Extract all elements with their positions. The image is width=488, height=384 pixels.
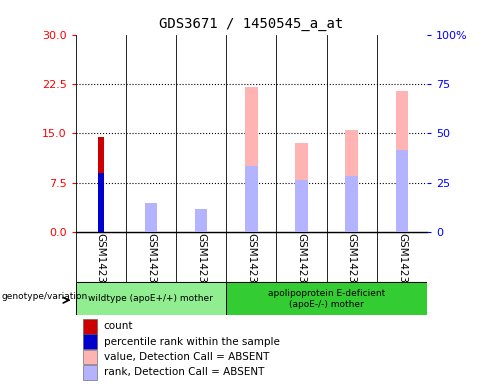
Bar — [82, 319, 97, 334]
Bar — [82, 350, 97, 364]
Text: count: count — [104, 321, 133, 331]
Text: GSM142374: GSM142374 — [297, 233, 306, 297]
Bar — [295, 180, 308, 232]
Bar — [346, 130, 358, 232]
FancyBboxPatch shape — [76, 282, 226, 315]
Bar — [144, 222, 157, 232]
Bar — [195, 226, 207, 232]
Bar — [396, 91, 408, 232]
Text: wildtype (apoE+/+) mother: wildtype (apoE+/+) mother — [88, 294, 213, 303]
Bar — [82, 365, 97, 380]
Text: apolipoprotein E-deficient
(apoE-/-) mother: apolipoprotein E-deficient (apoE-/-) mot… — [268, 288, 385, 309]
Bar — [82, 334, 97, 349]
Bar — [98, 137, 104, 232]
Text: value, Detection Call = ABSENT: value, Detection Call = ABSENT — [104, 352, 269, 362]
Text: percentile rank within the sample: percentile rank within the sample — [104, 337, 280, 347]
Text: GSM142367: GSM142367 — [96, 233, 106, 297]
Text: genotype/variation: genotype/variation — [1, 293, 88, 301]
Title: GDS3671 / 1450545_a_at: GDS3671 / 1450545_a_at — [159, 17, 344, 31]
Text: GSM142370: GSM142370 — [196, 233, 206, 296]
FancyBboxPatch shape — [226, 282, 427, 315]
Bar — [295, 143, 308, 232]
Bar — [144, 203, 157, 232]
Bar — [98, 173, 104, 232]
Text: rank, Detection Call = ABSENT: rank, Detection Call = ABSENT — [104, 367, 264, 377]
Bar — [396, 150, 408, 232]
Bar — [245, 166, 258, 232]
Text: GSM142369: GSM142369 — [146, 233, 156, 297]
Bar — [195, 209, 207, 232]
Bar — [245, 87, 258, 232]
Text: GSM142376: GSM142376 — [346, 233, 357, 297]
Text: GSM142380: GSM142380 — [397, 233, 407, 296]
Bar — [346, 176, 358, 232]
Text: GSM142372: GSM142372 — [246, 233, 256, 297]
